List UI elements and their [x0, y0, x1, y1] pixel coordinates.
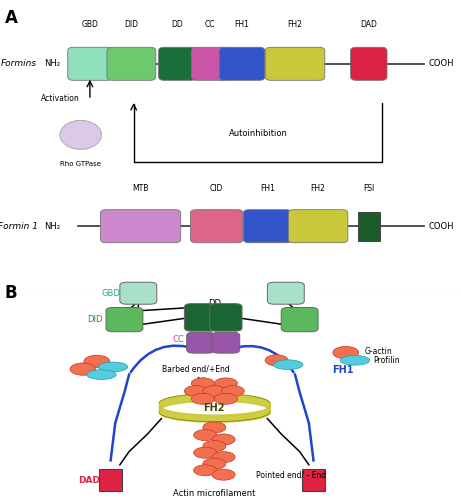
- FancyBboxPatch shape: [106, 308, 143, 332]
- FancyBboxPatch shape: [187, 332, 214, 353]
- Text: CID: CID: [210, 184, 224, 193]
- Circle shape: [203, 422, 226, 433]
- FancyBboxPatch shape: [184, 304, 217, 331]
- FancyBboxPatch shape: [120, 282, 157, 304]
- Circle shape: [84, 355, 110, 368]
- Text: FSI: FSI: [363, 184, 374, 193]
- Circle shape: [214, 378, 237, 389]
- FancyBboxPatch shape: [289, 210, 348, 242]
- Circle shape: [221, 386, 244, 396]
- Text: Profilin: Profilin: [373, 356, 400, 365]
- Text: DD: DD: [208, 298, 221, 308]
- Text: Pointed end/ - End: Pointed end/ - End: [256, 470, 326, 479]
- Circle shape: [203, 386, 226, 396]
- Text: FH2: FH2: [204, 402, 225, 412]
- Text: Formin 1: Formin 1: [0, 222, 38, 230]
- Circle shape: [212, 452, 235, 462]
- Text: Rho GTPase: Rho GTPase: [60, 161, 101, 167]
- FancyBboxPatch shape: [243, 210, 291, 242]
- Circle shape: [194, 465, 217, 476]
- Text: GBD: GBD: [82, 20, 98, 29]
- Text: B: B: [5, 284, 17, 302]
- Text: DAD: DAD: [78, 476, 100, 484]
- FancyBboxPatch shape: [302, 469, 325, 491]
- Ellipse shape: [87, 370, 116, 380]
- FancyBboxPatch shape: [99, 469, 122, 491]
- Circle shape: [203, 458, 226, 469]
- Text: FH1: FH1: [260, 184, 275, 193]
- FancyBboxPatch shape: [159, 48, 196, 80]
- Text: DD: DD: [171, 20, 183, 29]
- Text: COOH: COOH: [429, 222, 454, 230]
- Text: Activation: Activation: [41, 94, 79, 104]
- Text: NH₂: NH₂: [44, 60, 60, 68]
- Circle shape: [194, 430, 217, 440]
- Text: FH1: FH1: [332, 365, 354, 375]
- Circle shape: [265, 355, 288, 366]
- Text: FH2: FH2: [288, 20, 302, 29]
- Ellipse shape: [273, 360, 303, 370]
- Ellipse shape: [60, 120, 101, 150]
- Text: CC: CC: [173, 335, 184, 344]
- Circle shape: [194, 447, 217, 458]
- FancyBboxPatch shape: [351, 48, 387, 80]
- Circle shape: [70, 363, 96, 376]
- Text: DAD: DAD: [361, 20, 377, 29]
- Circle shape: [212, 434, 235, 445]
- Text: Barbed end/+End: Barbed end/+End: [162, 364, 230, 374]
- Text: G-actin: G-actin: [364, 347, 392, 356]
- Text: GBD: GBD: [101, 288, 120, 298]
- Circle shape: [333, 346, 359, 359]
- FancyBboxPatch shape: [267, 282, 304, 304]
- Ellipse shape: [98, 362, 128, 372]
- FancyBboxPatch shape: [191, 48, 228, 80]
- FancyBboxPatch shape: [358, 212, 380, 240]
- FancyBboxPatch shape: [190, 210, 243, 242]
- FancyBboxPatch shape: [210, 304, 242, 331]
- Text: FH1: FH1: [235, 20, 249, 29]
- Text: Actin microfilament: Actin microfilament: [173, 489, 255, 498]
- Circle shape: [191, 378, 214, 389]
- Text: FH2: FH2: [311, 184, 325, 193]
- Text: CC: CC: [205, 20, 215, 29]
- Circle shape: [184, 386, 207, 396]
- FancyBboxPatch shape: [266, 48, 325, 80]
- Text: Formins: Formins: [0, 60, 36, 68]
- FancyBboxPatch shape: [212, 332, 240, 353]
- Circle shape: [212, 469, 235, 480]
- Ellipse shape: [340, 356, 370, 365]
- FancyBboxPatch shape: [68, 48, 112, 80]
- Text: MTB: MTB: [132, 184, 149, 193]
- Text: DID: DID: [124, 20, 138, 29]
- Text: DID: DID: [88, 315, 103, 324]
- Circle shape: [191, 394, 214, 404]
- Text: NH₂: NH₂: [44, 222, 60, 230]
- FancyBboxPatch shape: [100, 210, 181, 242]
- Text: COOH: COOH: [429, 60, 454, 68]
- FancyBboxPatch shape: [219, 48, 265, 80]
- FancyBboxPatch shape: [107, 48, 156, 80]
- Text: A: A: [5, 8, 18, 26]
- FancyBboxPatch shape: [281, 308, 318, 332]
- Text: Autoinhibition: Autoinhibition: [229, 129, 288, 138]
- Circle shape: [214, 394, 237, 404]
- Circle shape: [203, 440, 226, 452]
